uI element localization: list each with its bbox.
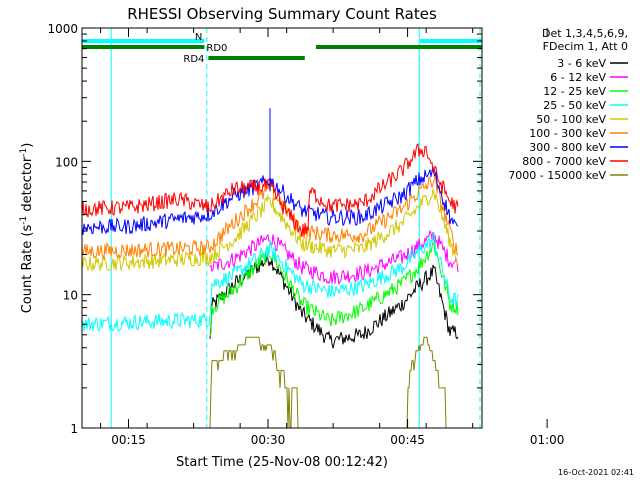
plot-frame bbox=[81, 27, 483, 429]
x-tick-label-0: 00:15 bbox=[111, 433, 146, 447]
legend-label-4: 50 - 100 keV bbox=[536, 113, 606, 126]
y-tick-label-1: 10 bbox=[63, 289, 78, 303]
generation-timestamp: 16-Oct-2021 02:41 bbox=[558, 468, 634, 477]
legend-title-0: Det 1,3,4,5,6,9, bbox=[542, 27, 628, 40]
y-label-part-2: detector bbox=[20, 156, 35, 216]
x-tick-label-3: 01:00 bbox=[530, 433, 565, 447]
legend-label-8: 7000 - 15000 keV bbox=[508, 169, 606, 182]
axes: 110100100000:1500:3000:4501:0001:1501:30… bbox=[47, 22, 565, 447]
x-tick-label-1: 00:30 bbox=[251, 433, 286, 447]
legend-label-0: 3 - 6 keV bbox=[557, 57, 606, 70]
series-line-2 bbox=[209, 241, 459, 337]
y-label-sup-2: -1 bbox=[19, 148, 29, 157]
series-line-4 bbox=[81, 188, 459, 273]
series-line-5 bbox=[81, 176, 459, 261]
y-label-sup-1: -1 bbox=[19, 216, 29, 225]
flag-label-2: RD4 bbox=[183, 54, 204, 65]
flag-label-0: N bbox=[195, 32, 202, 43]
y-tick-label-0: 1 bbox=[70, 422, 78, 436]
flag-label-1: RD0 bbox=[206, 43, 227, 54]
series-line-1 bbox=[209, 229, 459, 286]
legend-label-2: 12 - 25 keV bbox=[543, 85, 606, 98]
legend-label-7: 800 - 7000 keV bbox=[522, 155, 606, 168]
series-line-0 bbox=[209, 252, 459, 349]
legend-label-5: 100 - 300 keV bbox=[529, 127, 606, 140]
legend-label-3: 25 - 50 keV bbox=[543, 99, 606, 112]
legend-label-1: 6 - 12 keV bbox=[550, 71, 606, 84]
y-tick-label-3: 1000 bbox=[47, 22, 78, 36]
chart-title: RHESSI Observing Summary Count Rates bbox=[127, 5, 437, 23]
y-tick-label-2: 100 bbox=[55, 155, 78, 169]
y-axis-label: Count Rate (s-1 detector-1) bbox=[19, 143, 35, 314]
legend: Det 1,3,4,5,6,9,FDecim 1, Att 0 3 - 6 keV… bbox=[508, 27, 628, 182]
legend-title-1: FDecim 1, Att 0 bbox=[543, 40, 628, 53]
y-label-part-3: ) bbox=[20, 143, 35, 148]
legend-label-6: 300 - 800 keV bbox=[529, 141, 606, 154]
series-line-3 bbox=[81, 231, 459, 333]
x-tick-label-2: 00:45 bbox=[390, 433, 425, 447]
x-axis-label: Start Time (25-Nov-08 00:12:42) bbox=[176, 455, 388, 470]
series-line-8 bbox=[209, 336, 450, 429]
y-label-part-1: Count Rate (s bbox=[20, 225, 35, 314]
